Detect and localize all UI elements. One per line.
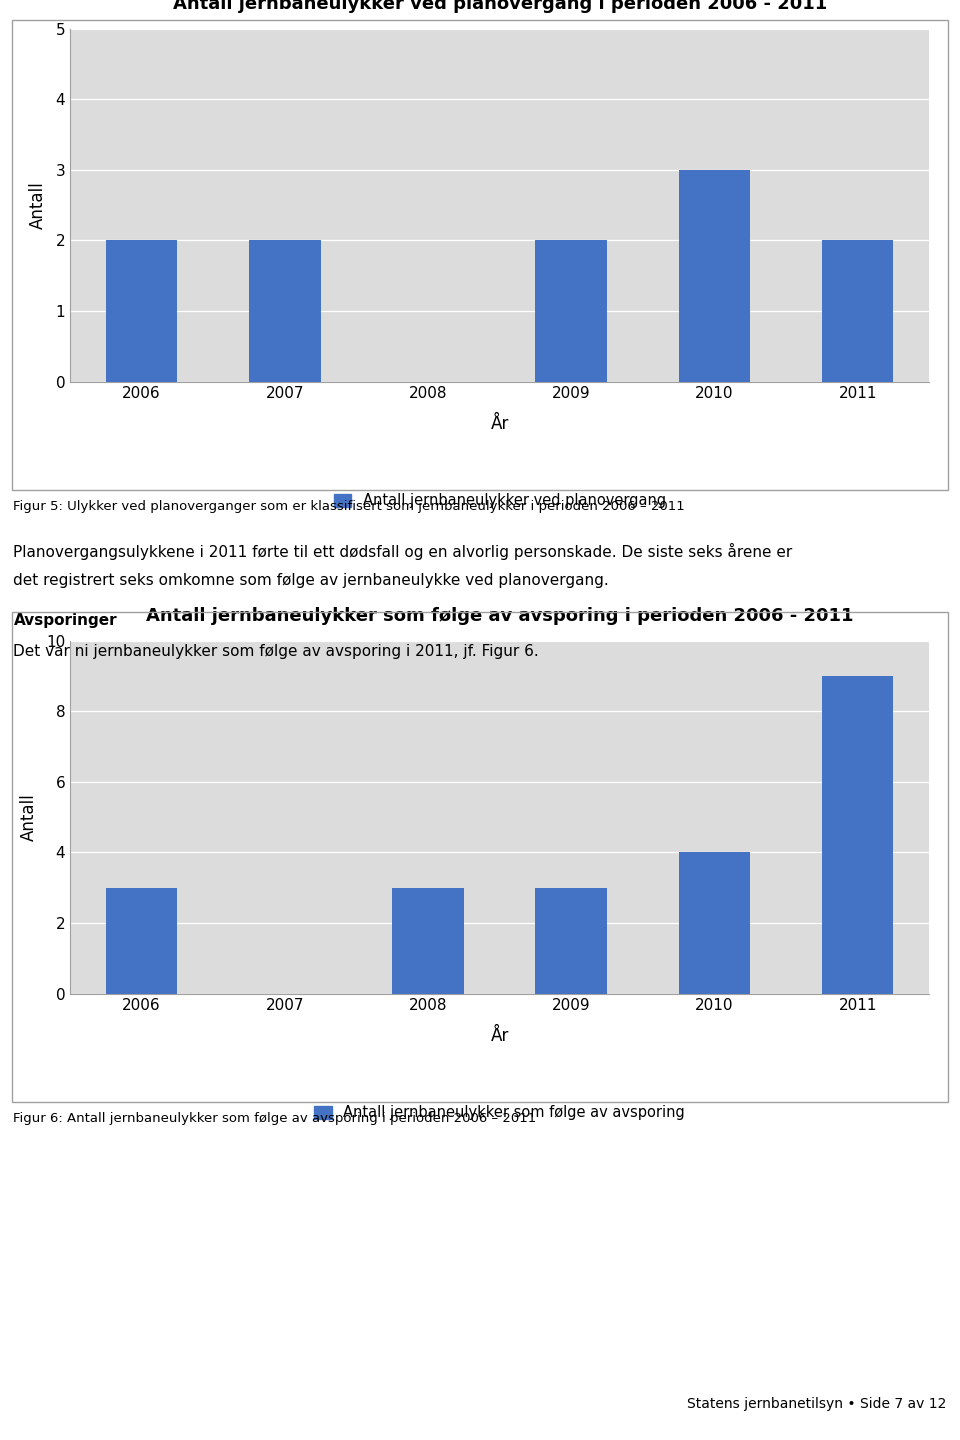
Text: Statens jernbanetilsyn • Side 7 av 12: Statens jernbanetilsyn • Side 7 av 12	[687, 1397, 947, 1411]
Text: Figur 6: Antall jernbaneulykker som følge av avsporing i perioden 2006 – 2011: Figur 6: Antall jernbaneulykker som følg…	[13, 1112, 537, 1125]
Y-axis label: Antall: Antall	[19, 793, 37, 841]
Bar	[393, 887, 464, 994]
Y-axis label: Antall: Antall	[29, 181, 47, 229]
X-axis label: År: År	[491, 1027, 509, 1045]
Bar	[679, 170, 751, 382]
Legend: Antall jernbaneulykker som følge av avsporing: Antall jernbaneulykker som følge av avsp…	[314, 1106, 685, 1120]
Text: det registrert seks omkomne som følge av jernbaneulykke ved planovergang.: det registrert seks omkomne som følge av…	[13, 573, 610, 588]
Bar	[106, 240, 178, 382]
Title: Antall jernbaneulykker ved planovergang i perioden 2006 - 2011: Antall jernbaneulykker ved planovergang …	[173, 0, 827, 13]
Bar	[822, 240, 894, 382]
Bar	[106, 887, 178, 994]
Bar	[679, 852, 751, 994]
Text: Planovergangsulykkene i 2011 førte til ett dødsfall og en alvorlig personskade. : Planovergangsulykkene i 2011 førte til e…	[13, 543, 793, 560]
Text: Figur 5: Ulykker ved planoverganger som er klassifisert som jernbaneulykker i pe: Figur 5: Ulykker ved planoverganger som …	[13, 500, 685, 513]
Text: Det var ni jernbaneulykker som følge av avsporing i 2011, jf. Figur 6.: Det var ni jernbaneulykker som følge av …	[13, 644, 540, 658]
X-axis label: År: År	[491, 415, 509, 433]
Bar	[822, 677, 894, 994]
Bar	[536, 887, 607, 994]
Text: Avsporinger: Avsporinger	[13, 613, 117, 628]
Title: Antall jernbaneulykker som følge av avsporing i perioden 2006 - 2011: Antall jernbaneulykker som følge av avsp…	[146, 608, 853, 625]
Legend: Antall jernbaneulykker ved planovergang: Antall jernbaneulykker ved planovergang	[333, 494, 666, 508]
Bar	[249, 240, 321, 382]
Bar	[536, 240, 607, 382]
